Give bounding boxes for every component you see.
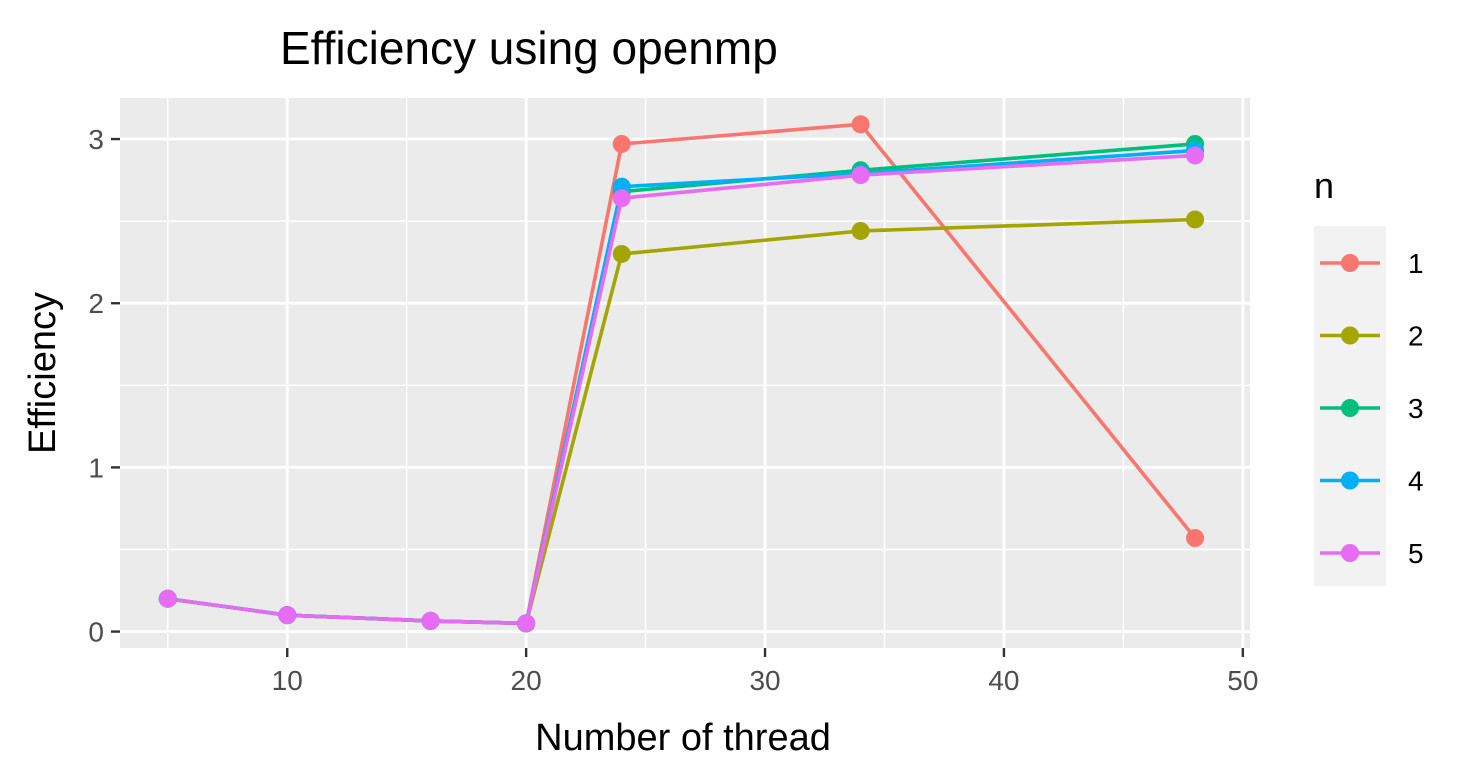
data-point-series-5 <box>612 189 631 208</box>
x-tick-label: 20 <box>511 665 542 696</box>
y-tick-label: 2 <box>88 288 104 319</box>
legend-label: 4 <box>1408 466 1424 497</box>
legend-label: 1 <box>1408 248 1424 279</box>
data-point-series-2 <box>1186 210 1205 229</box>
y-axis-title: Efficiency <box>22 292 64 454</box>
plot-panel <box>120 98 1250 648</box>
legend-item-3: 3 <box>1320 393 1424 424</box>
data-point-series-5 <box>517 614 536 633</box>
legend-key-point <box>1341 326 1359 345</box>
legend-item-1: 1 <box>1320 248 1424 279</box>
legend-key-point <box>1341 254 1359 272</box>
chart-title: Efficiency using openmp <box>280 22 778 74</box>
legend-title: n <box>1314 165 1334 206</box>
data-point-series-5 <box>421 611 440 630</box>
data-point-series-5 <box>278 606 297 625</box>
data-point-series-2 <box>851 221 870 240</box>
axis-ticks: 10 20 30 40 50 0 1 2 3 <box>88 124 1258 696</box>
data-point-series-5 <box>1186 146 1205 165</box>
data-point-series-1 <box>1186 529 1205 547</box>
x-tick-label: 10 <box>272 665 303 696</box>
legend-item-5: 5 <box>1320 538 1424 569</box>
legend-key-point <box>1341 544 1359 562</box>
data-point-series-5 <box>158 589 177 608</box>
series-layer <box>158 115 1205 633</box>
data-point-series-2 <box>612 244 631 263</box>
y-tick-label: 0 <box>88 617 104 648</box>
legend-label: 3 <box>1408 393 1424 424</box>
legend-key-point <box>1341 471 1359 490</box>
legend-item-2: 2 <box>1320 321 1424 352</box>
x-axis-title: Number of thread <box>535 717 831 759</box>
x-tick-label: 50 <box>1227 665 1258 696</box>
legend-label: 5 <box>1408 538 1424 569</box>
legend-items: 1 2 3 4 5 <box>1320 248 1424 569</box>
legend-item-4: 4 <box>1320 466 1424 497</box>
data-point-series-1 <box>612 134 631 153</box>
legend: n 1 2 3 4 5 <box>1314 165 1424 586</box>
legend-label: 2 <box>1408 321 1424 352</box>
y-tick-label: 3 <box>88 124 104 155</box>
x-tick-label: 30 <box>749 665 780 696</box>
data-point-series-5 <box>851 166 870 185</box>
x-tick-label: 40 <box>988 665 1019 696</box>
data-point-series-1 <box>851 115 870 134</box>
y-tick-label: 1 <box>88 452 104 483</box>
legend-key-point <box>1341 399 1359 417</box>
